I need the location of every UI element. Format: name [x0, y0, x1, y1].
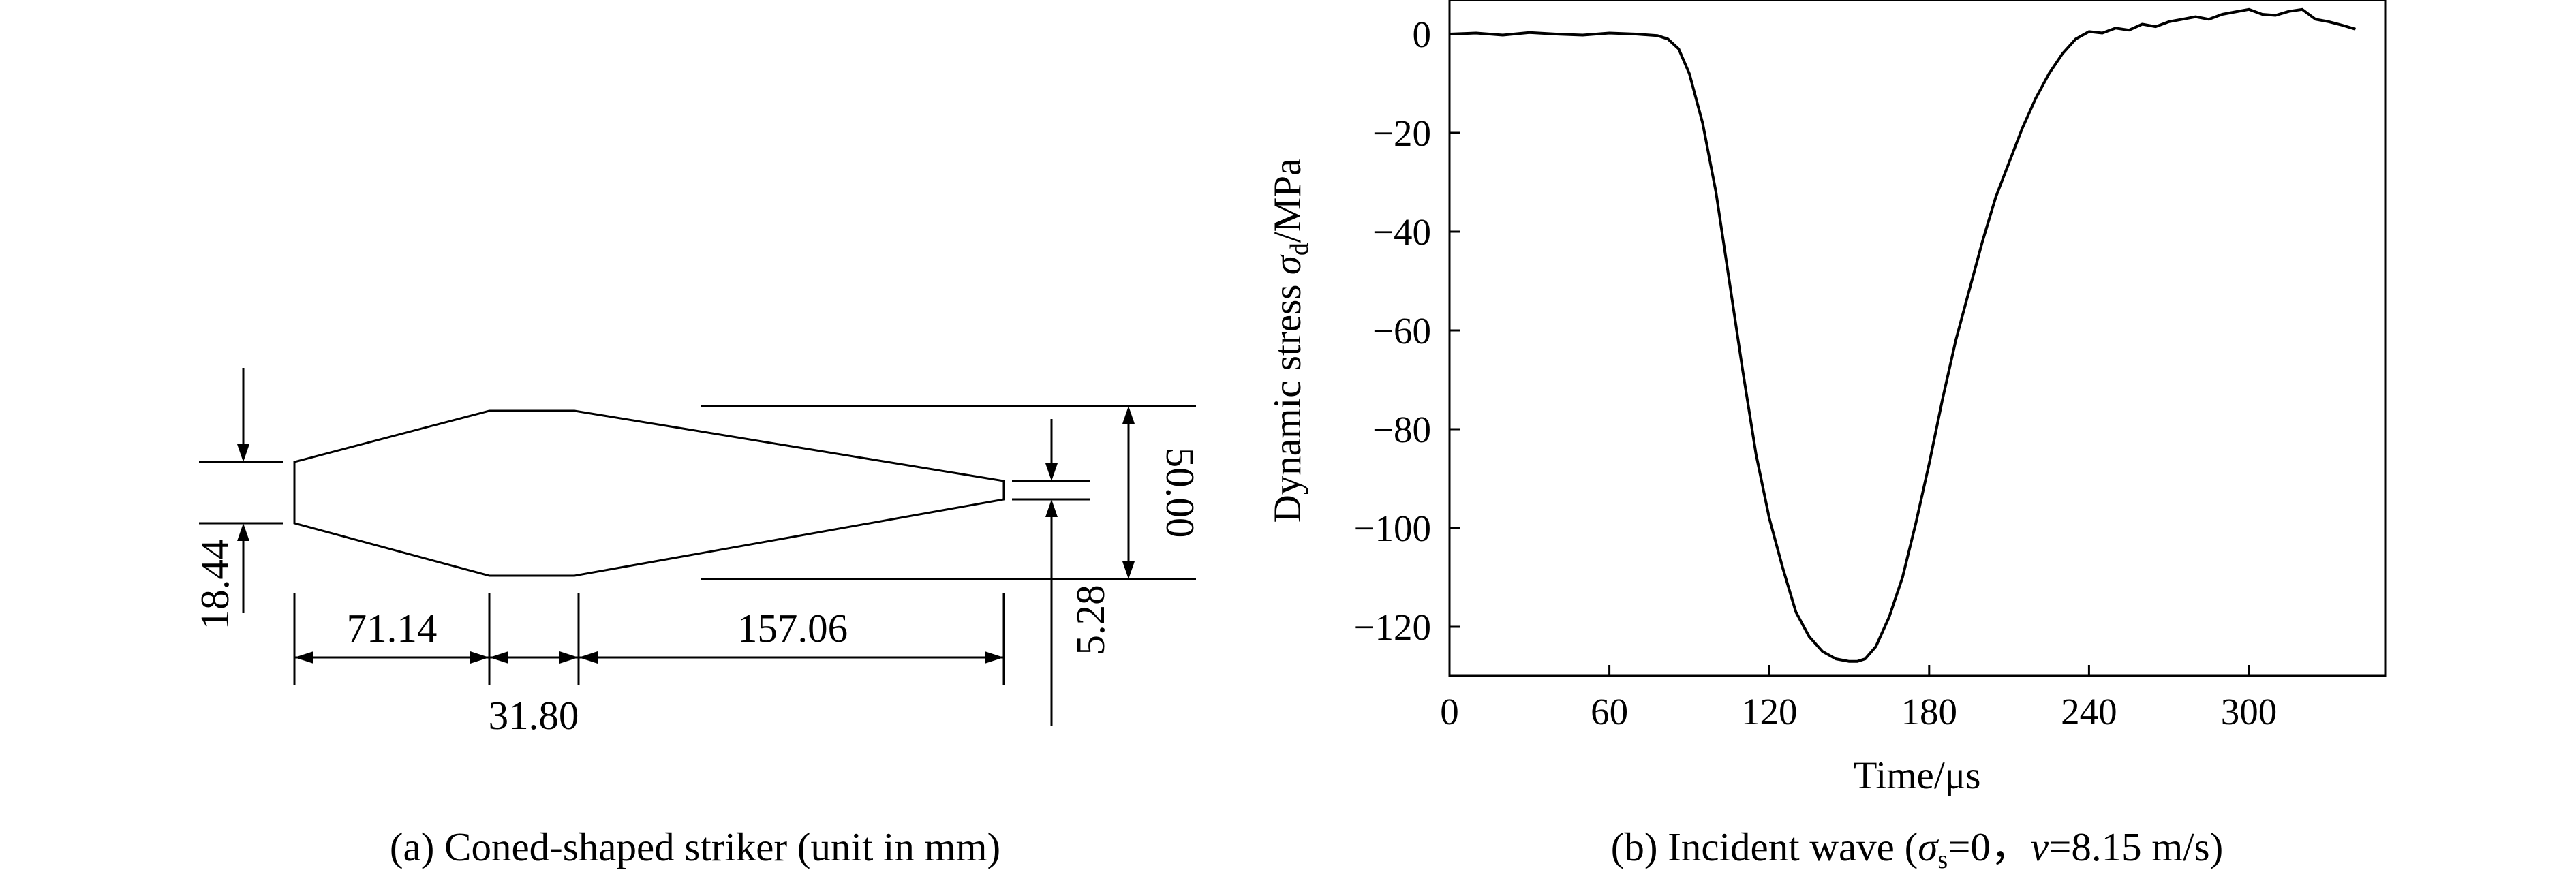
y-tick-label: −20	[1373, 112, 1431, 154]
dim-label-rear-cone: 157.06	[737, 606, 848, 651]
dim-label-large-diameter: 50.00	[1158, 448, 1203, 538]
caption-b: (b) Incident wave (σs=0，v=8.15 m/s)	[1611, 824, 2224, 874]
dim-tip-diameter: 5.28	[1045, 419, 1113, 726]
incident-wave-chart: 0 60 120 180 240 300 0 −20 −40 −60 −80 −100 −120 Tim…	[1266, 0, 2387, 874]
x-tick-label: 0	[1440, 691, 1459, 732]
axis-ticks	[1448, 33, 2250, 676]
plot-frame	[1448, 0, 2387, 677]
y-axis-label: Dynamic stress σd/MPa	[1266, 159, 1314, 523]
striker-diagram: 18.44 71.14 31.80 157.06 5.28	[192, 368, 1203, 869]
dim-lengths: 71.14 31.80 157.06	[294, 606, 1004, 738]
x-tick-label: 60	[1591, 691, 1628, 732]
dim-label-tip-diameter: 5.28	[1068, 585, 1113, 655]
x-tick-label: 300	[2221, 691, 2278, 732]
axis-tick-labels: 0 60 120 180 240 300 0 −20 −40 −60 −80 −100 −120	[1353, 14, 2277, 732]
y-tick-label: −80	[1373, 409, 1431, 450]
dim-label-front-cone: 71.14	[347, 606, 438, 651]
series-line-incident-wave	[1449, 7, 2356, 663]
y-tick-label: −40	[1373, 211, 1431, 253]
dim-large-diameter: 50.00	[1122, 406, 1203, 579]
dim-small-diameter: 18.44	[192, 368, 249, 630]
y-tick-label: −120	[1353, 606, 1431, 648]
x-tick-label: 240	[2061, 691, 2117, 732]
caption-a: (a) Coned-shaped striker (unit in mm)	[390, 824, 1000, 869]
y-tick-label: 0	[1413, 14, 1432, 55]
x-axis-label: Time/μs	[1854, 754, 1981, 797]
x-tick-label: 180	[1901, 691, 1958, 732]
dim-label-cylinder: 31.80	[489, 693, 579, 738]
y-tick-label: −100	[1353, 508, 1431, 549]
x-tick-label: 120	[1741, 691, 1798, 732]
striker-outline	[293, 409, 1005, 577]
dim-label-small-diameter: 18.44	[192, 540, 237, 630]
y-tick-label: −60	[1373, 310, 1431, 352]
